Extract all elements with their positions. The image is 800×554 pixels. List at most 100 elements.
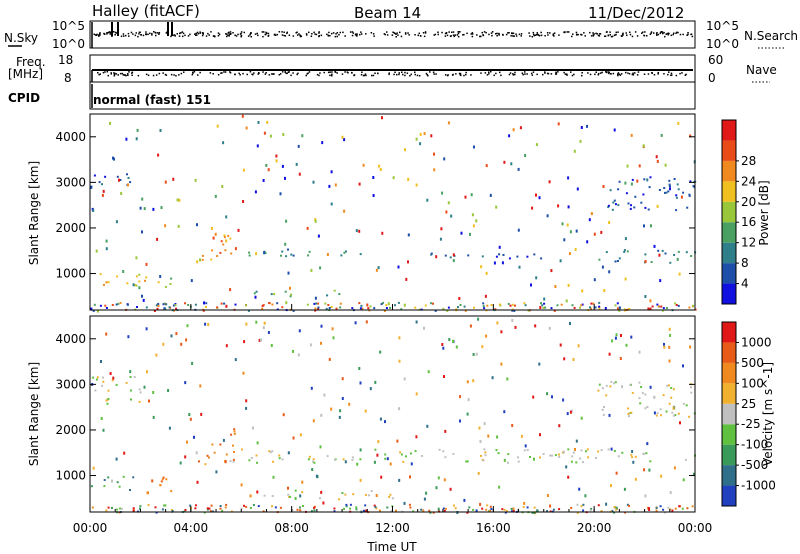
velocity-cell: [610, 484, 612, 488]
power-cell: [688, 194, 691, 197]
nsky-point: [365, 33, 367, 35]
nsky-point: [335, 33, 337, 35]
velocity-cell: [376, 453, 379, 457]
nsky-point: [257, 34, 259, 37]
velocity-cell: [294, 496, 297, 500]
velocity-cell: [613, 506, 616, 508]
velocity-cell: [167, 389, 170, 392]
velocity-cell: [585, 450, 587, 453]
power-cell: [281, 306, 284, 309]
velocity-cell: [672, 414, 675, 417]
nsky-point: [488, 33, 490, 36]
nsky-point: [657, 33, 660, 36]
nsky-point: [145, 33, 147, 35]
velocity-cell: [164, 504, 167, 507]
nsky-point: [592, 35, 595, 37]
velocity-cell: [500, 330, 503, 334]
velocity-cell: [562, 398, 565, 402]
power-cell: [194, 178, 197, 182]
freq-point: [221, 72, 223, 74]
velocity-cell: [287, 451, 290, 455]
velocity-cell: [109, 372, 112, 375]
velocity-cell: [529, 456, 531, 458]
freq-point: [192, 72, 194, 74]
freq-point: [341, 73, 344, 75]
nsky-point: [195, 32, 197, 35]
power-cell: [598, 305, 601, 308]
power-cell: [104, 304, 107, 307]
velocity-cell: [398, 359, 401, 363]
velocity-cell: [481, 507, 484, 510]
power-cell: [659, 279, 662, 283]
nsky-point: [502, 34, 504, 36]
power-cell: [598, 258, 601, 261]
power-cell: [203, 301, 205, 305]
power-cell: [306, 226, 309, 230]
velocity-cell: [443, 510, 446, 512]
power-cell: [105, 281, 108, 284]
freq-point: [99, 73, 101, 75]
power-cell: [227, 234, 230, 237]
nsky-point: [99, 32, 101, 34]
nsky-point: [393, 32, 395, 34]
power-cell: [625, 192, 628, 195]
velocity-cell: [444, 507, 447, 510]
nsky-point: [155, 34, 157, 37]
power-cell: [136, 306, 138, 308]
freq-point: [670, 74, 672, 77]
velocity-cell: [323, 393, 326, 397]
power-cell: [164, 180, 167, 184]
nsky-point: [605, 31, 608, 33]
freq-point: [308, 71, 311, 73]
velocity-cell: [326, 455, 329, 458]
power-cell: [463, 305, 466, 308]
power-cell: [567, 176, 570, 180]
velocity-cell: [643, 468, 646, 472]
velocity-cell: [308, 455, 311, 458]
freq-point: [444, 74, 447, 76]
velocity-cell: [613, 511, 616, 514]
power-cell: [613, 128, 616, 132]
freq-point: [547, 72, 550, 75]
velocity-cell: [482, 459, 485, 462]
freq-point: [647, 73, 650, 75]
velocity-cell: [608, 413, 611, 417]
power-cell: [644, 260, 647, 263]
nsky-point: [498, 33, 500, 35]
freq-point: [290, 74, 292, 77]
nsky-point: [629, 33, 632, 36]
velocity-cell: [232, 444, 234, 447]
power-cell: [152, 207, 155, 211]
velocity-cell: [345, 505, 348, 508]
station-title: Halley (fitACF): [92, 2, 200, 20]
power-cell: [643, 224, 645, 228]
power-cell: [201, 254, 204, 257]
nsky-point: [663, 31, 665, 34]
power-cell: [289, 295, 292, 298]
nsky-point: [604, 35, 607, 37]
nsky-point: [386, 34, 389, 36]
velocity-cell: [472, 508, 475, 511]
power-cell: [548, 180, 551, 184]
power-cell: [284, 242, 287, 246]
freq-point: [331, 73, 333, 76]
power-cell: [524, 154, 527, 157]
power-cell: [664, 252, 667, 255]
nsky-point: [404, 32, 407, 34]
velocity-cell: [152, 391, 155, 394]
velocity-colorbar-tick-label: -25: [741, 417, 761, 431]
velocity-cell: [558, 455, 561, 458]
velocity-colorbar-swatch: [722, 403, 736, 425]
velocity-cell: [444, 429, 447, 433]
power-cell: [605, 251, 608, 254]
power-cell: [560, 303, 563, 306]
nsky-point: [292, 35, 295, 37]
velocity-cell: [685, 404, 688, 407]
freq-point: [573, 73, 575, 76]
freq-point: [113, 75, 116, 77]
power-cell: [441, 191, 444, 195]
velocity-cell: [420, 508, 423, 511]
power-cell: [105, 239, 108, 243]
power-cell: [623, 250, 626, 253]
freq-point: [617, 72, 620, 74]
